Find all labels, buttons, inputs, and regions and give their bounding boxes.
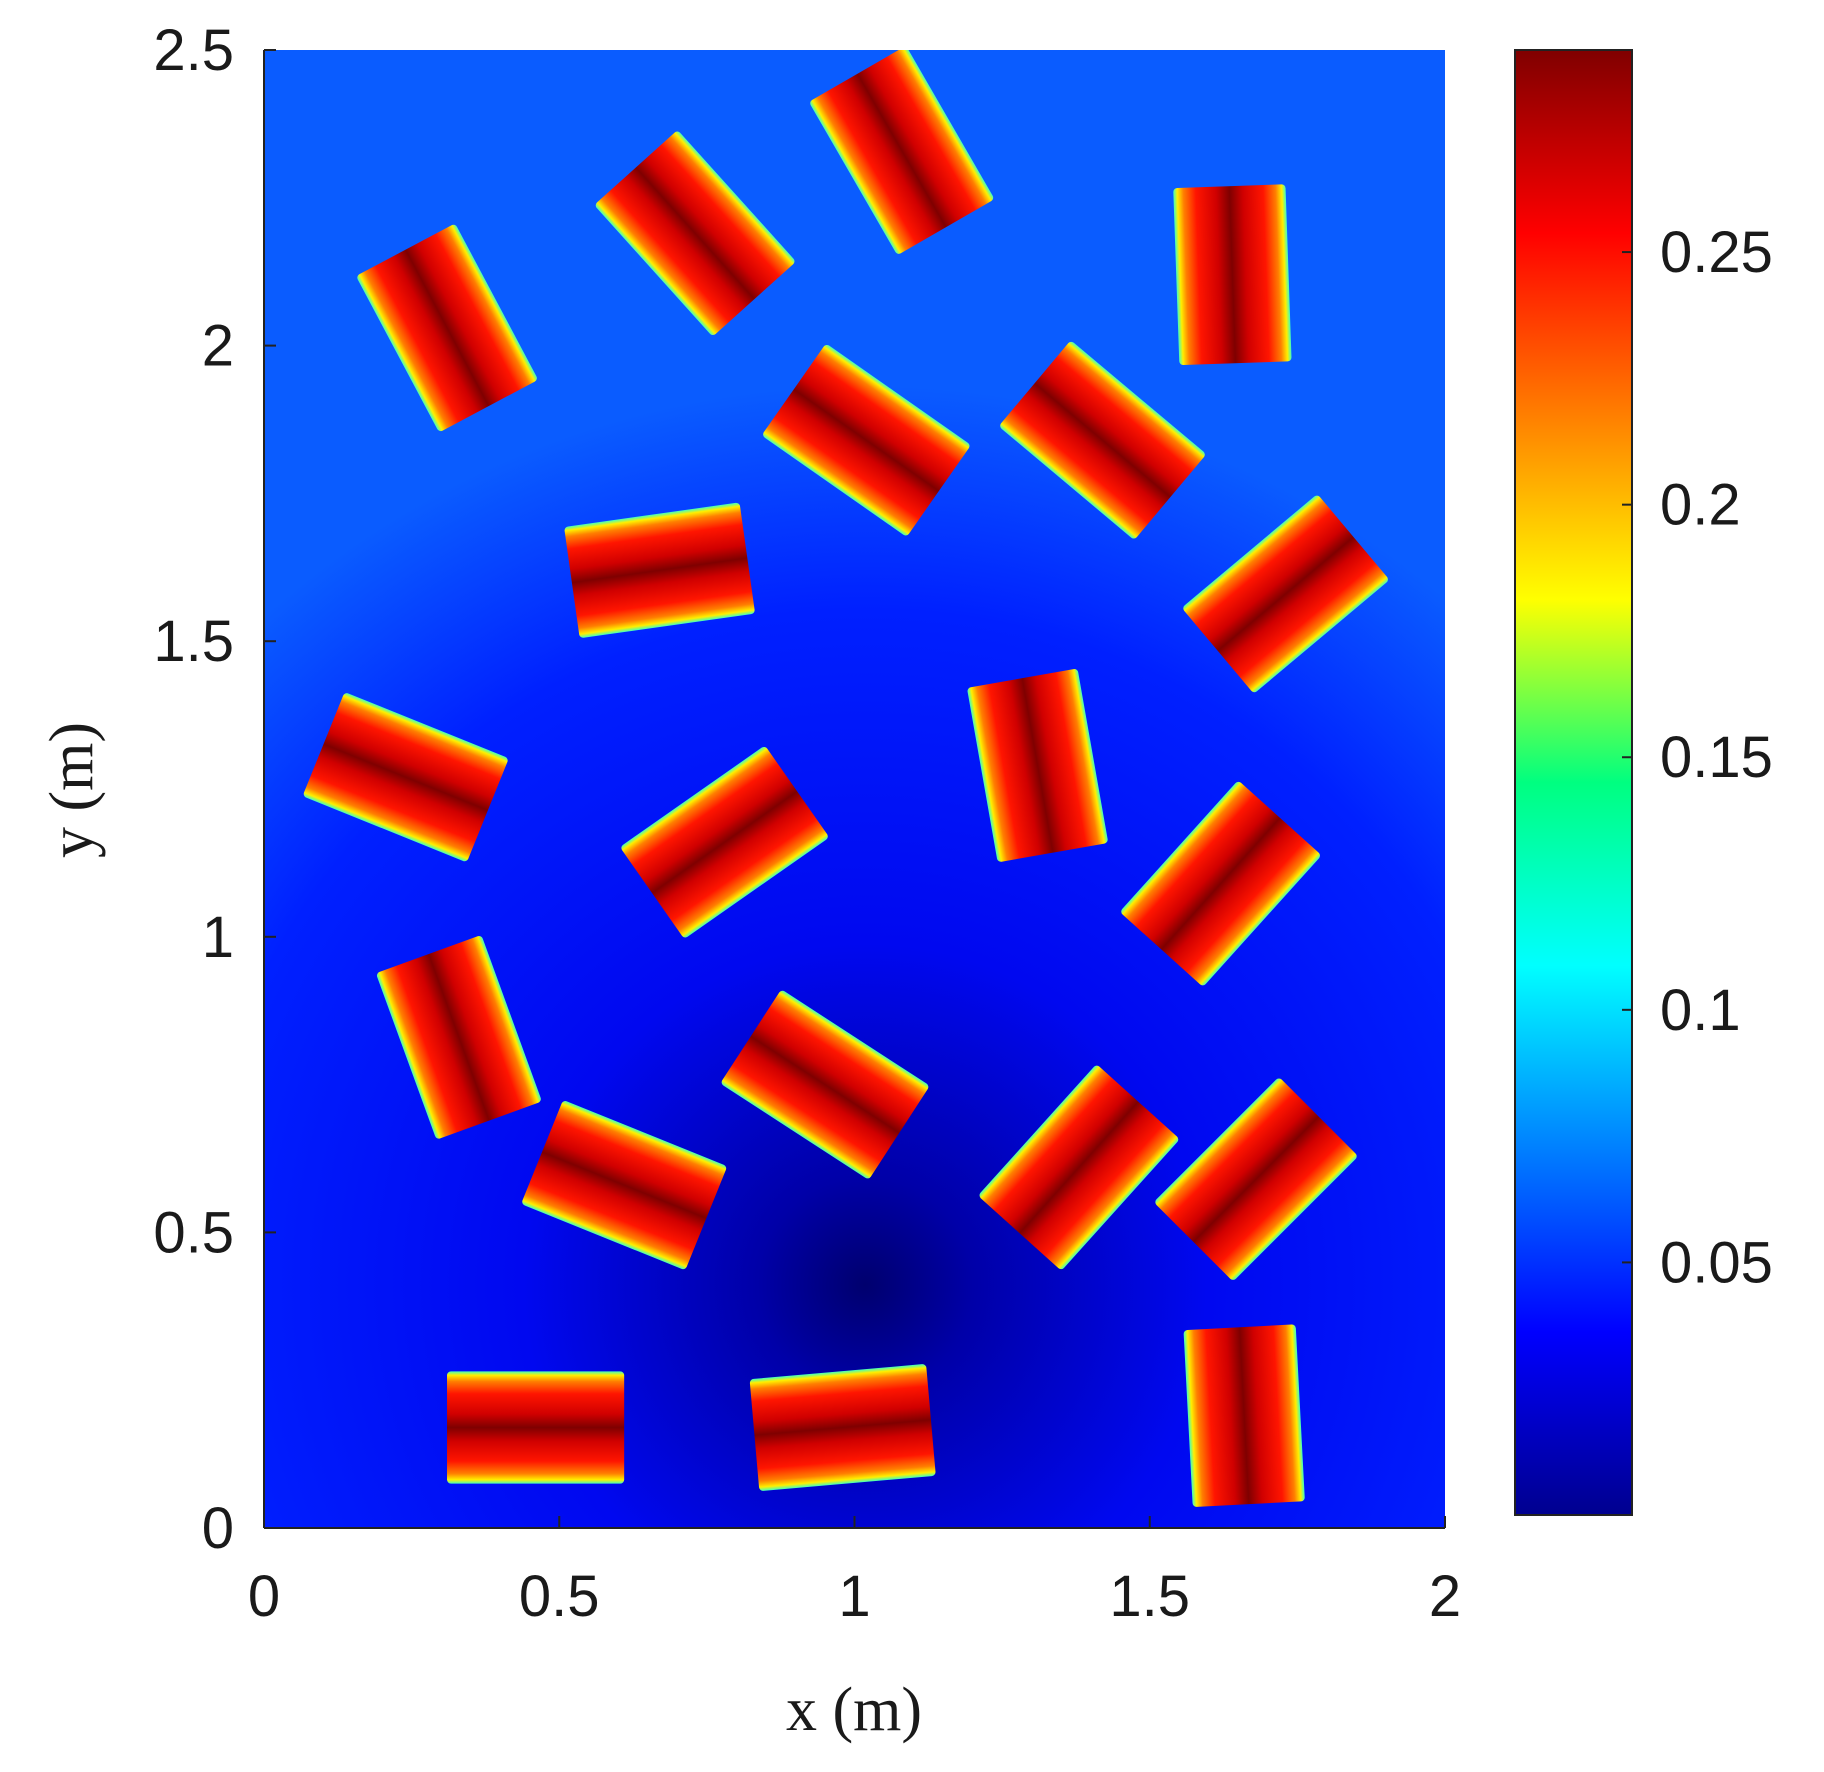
inclusion-15 [522, 1101, 727, 1270]
inclusion-17 [1155, 1078, 1357, 1280]
colorbar [1514, 49, 1633, 1516]
inclusion-13 [376, 935, 541, 1139]
x-tick-label: 0 [248, 1564, 280, 1629]
y-tick-label: 1.5 [153, 609, 234, 674]
y-tick-label: 1 [202, 905, 234, 970]
inclusions-layer [303, 50, 1388, 1507]
inclusion-7 [564, 502, 755, 638]
inclusion-5 [763, 344, 970, 536]
colorbar-tick-label: 0.2 [1660, 473, 1741, 538]
inclusion-10 [967, 669, 1108, 862]
inclusion-14 [721, 990, 929, 1179]
inclusion-18 [1183, 1324, 1305, 1507]
inclusion-4 [1173, 184, 1292, 366]
inclusion-3 [810, 50, 994, 254]
inclusion-8 [1183, 495, 1388, 693]
x-tick-label: 0.5 [519, 1564, 600, 1629]
y-tick-label: 2.5 [153, 18, 234, 83]
inclusion-16 [979, 1065, 1179, 1270]
x-ticks: 0 0.5 1 1.5 2 [248, 1516, 1461, 1629]
colorbar-ticks: 0.05 0.1 0.15 0.2 0.25 [1622, 220, 1773, 1295]
inclusion-6 [1000, 341, 1205, 539]
colorbar-tick-label: 0.1 [1660, 978, 1741, 1043]
inclusion-9 [303, 693, 508, 862]
inclusion-19 [447, 1371, 625, 1484]
inclusion-12 [1121, 781, 1320, 986]
inclusion-1 [357, 224, 537, 432]
x-axis-label: x (m) [786, 1676, 922, 1744]
y-axis-label: y (m) [38, 722, 106, 858]
colorbar-tick-label: 0.05 [1660, 1230, 1773, 1295]
colorbar-tick-label: 0.15 [1660, 725, 1773, 790]
y-tick-label: 2 [202, 314, 234, 379]
colorbar-tick-label: 0.25 [1660, 220, 1773, 285]
x-tick-label: 1.5 [1109, 1564, 1190, 1629]
inclusion-20 [749, 1364, 936, 1491]
x-tick-label: 2 [1429, 1564, 1461, 1629]
x-tick-label: 1 [838, 1564, 870, 1629]
inclusion-11 [621, 746, 828, 938]
y-tick-label: 0.5 [153, 1200, 234, 1265]
y-tick-label: 0 [202, 1496, 234, 1561]
inclusion-2 [595, 131, 795, 336]
y-ticks: 0 0.5 1 1.5 2 2.5 [153, 18, 276, 1561]
